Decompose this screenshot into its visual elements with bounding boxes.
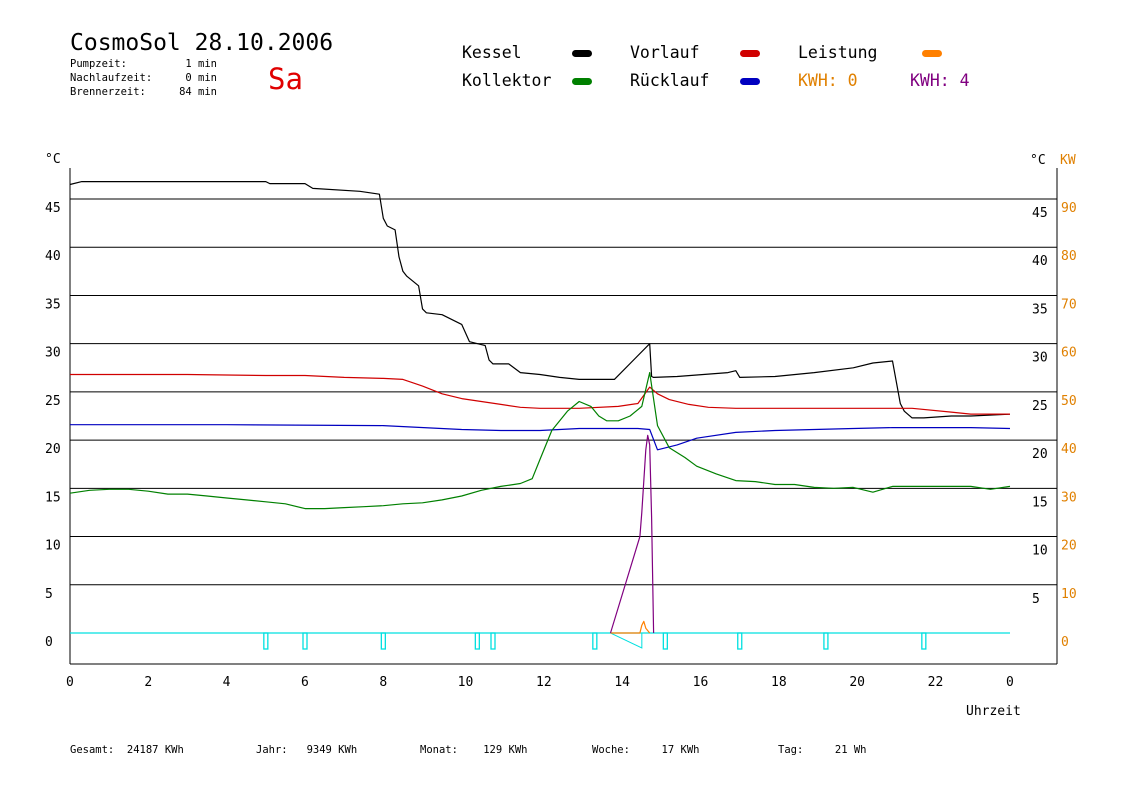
y-tick-right-35: 35 <box>1032 302 1048 317</box>
kw-tick-80: 80 <box>1061 249 1077 264</box>
x-tick-4: 8 <box>379 675 387 690</box>
nachlaufzeit-label: Nachlaufzeit: <box>70 72 153 84</box>
x-tick-7: 14 <box>614 675 630 690</box>
pump-pulse-5 <box>592 632 598 650</box>
kw-tick-90: 90 <box>1061 201 1077 216</box>
x-tick-5: 10 <box>458 675 474 690</box>
pump-pulse-8 <box>823 632 829 650</box>
legend-kwh-orange: KWH: 0 <box>798 71 858 90</box>
x-tick-11: 22 <box>928 675 944 690</box>
kw-tick-10: 10 <box>1061 587 1077 602</box>
footer-tag: Tag: 21 Wh <box>778 744 867 756</box>
y-tick-right-25: 25 <box>1032 399 1048 414</box>
series-line-leistung <box>610 620 651 634</box>
y-tick-left-30: 30 <box>45 346 61 361</box>
kw-tick-60: 60 <box>1061 346 1077 361</box>
kw-tick-0: 0 <box>1061 635 1069 650</box>
kw-tick-70: 70 <box>1061 297 1077 312</box>
y-tick-left-15: 15 <box>45 490 61 505</box>
pump-pulse-3 <box>474 632 480 650</box>
y-tick-left-25: 25 <box>45 394 61 409</box>
pump-pulse-7 <box>737 632 743 650</box>
x-tick-10: 20 <box>849 675 865 690</box>
legend-kessel-swatch <box>572 50 592 57</box>
y-axis-unit-right: °C <box>1030 153 1046 168</box>
y-tick-left-5: 5 <box>45 587 53 602</box>
weekday-label: Sa <box>268 62 303 96</box>
legend-leistung-swatch <box>922 50 942 57</box>
y-tick-left-45: 45 <box>45 201 61 216</box>
x-tick-12: 0 <box>1006 675 1014 690</box>
footer-monat: Monat: 129 KWh <box>420 744 528 756</box>
legend-kessel-label: Kessel <box>462 43 522 62</box>
pumpzeit-label: Pumpzeit: <box>70 58 127 70</box>
brennerzeit-value: 84 min <box>179 86 217 98</box>
legend-vorlauf-label: Vorlauf <box>630 43 700 62</box>
pump-pulse-6 <box>662 632 668 650</box>
y-tick-right-30: 30 <box>1032 351 1048 366</box>
legend-kollektor-swatch <box>572 78 592 85</box>
x-tick-2: 4 <box>223 675 231 690</box>
y-tick-left-0: 0 <box>45 635 53 650</box>
legend-ruecklauf-label: Rücklauf <box>630 71 710 90</box>
series-line-kessel <box>69 181 1011 419</box>
x-tick-0: 0 <box>66 675 74 690</box>
legend-kollektor-label: Kollektor <box>462 71 552 90</box>
series-line-kollektor <box>69 372 1011 510</box>
pumpzeit-value: 1 min <box>185 58 217 70</box>
brennerzeit-label: Brennerzeit: <box>70 86 146 98</box>
y-tick-left-10: 10 <box>45 539 61 554</box>
series-line-purple <box>609 434 655 634</box>
x-tick-9: 18 <box>771 675 787 690</box>
x-axis-label: Uhrzeit <box>966 704 1021 719</box>
y-tick-left-35: 35 <box>45 297 61 312</box>
x-tick-6: 12 <box>536 675 552 690</box>
chart-title: CosmoSol 28.10.2006 <box>70 30 334 56</box>
kw-tick-40: 40 <box>1061 442 1077 457</box>
pump-wedge <box>610 632 643 649</box>
y-tick-right-20: 20 <box>1032 447 1048 462</box>
series-line-vorlauf <box>70 373 1010 415</box>
footer-jahr: Jahr: 9349 KWh <box>256 744 358 756</box>
y-tick-right-45: 45 <box>1032 206 1048 221</box>
legend-ruecklauf-swatch <box>740 78 760 85</box>
kw-tick-20: 20 <box>1061 539 1077 554</box>
pump-pulse-0 <box>263 632 269 650</box>
x-tick-8: 16 <box>693 675 709 690</box>
y-tick-right-40: 40 <box>1032 254 1048 269</box>
series-line-ruecklauf <box>70 424 1011 451</box>
nachlaufzeit-value: 0 min <box>185 72 217 84</box>
y-tick-right-10: 10 <box>1032 544 1048 559</box>
footer-woche: Woche: 17 KWh <box>592 744 700 756</box>
pump-pulse-9 <box>921 632 927 650</box>
y-tick-left-20: 20 <box>45 442 61 457</box>
legend-vorlauf-swatch <box>740 50 760 57</box>
x-tick-1: 2 <box>144 675 152 690</box>
pump-pulse-4 <box>490 632 496 650</box>
kw-tick-30: 30 <box>1061 490 1077 505</box>
legend-leistung-label: Leistung <box>798 43 878 62</box>
y-tick-left-40: 40 <box>45 249 61 264</box>
kw-tick-50: 50 <box>1061 394 1077 409</box>
y-axis-unit-left: °C <box>45 152 61 167</box>
y-tick-right-5: 5 <box>1032 592 1040 607</box>
pump-pulse-1 <box>302 632 308 650</box>
pump-pulse-2 <box>380 632 386 650</box>
kw-axis-unit: KW <box>1060 153 1076 168</box>
y-tick-right-15: 15 <box>1032 495 1048 510</box>
footer-gesamt: Gesamt: 24187 KWh <box>70 744 184 756</box>
x-tick-3: 6 <box>301 675 309 690</box>
legend-kwh-purple: KWH: 4 <box>910 71 970 90</box>
